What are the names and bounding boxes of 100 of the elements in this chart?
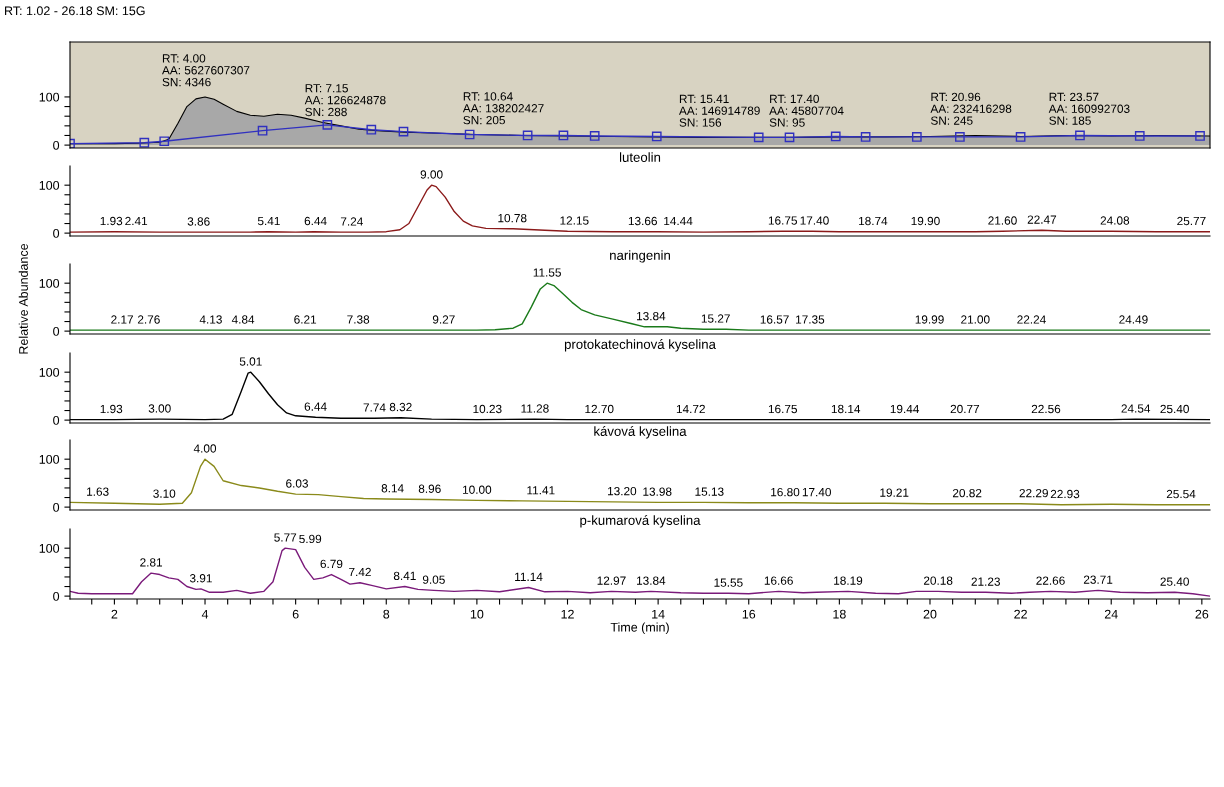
annotation: 16.66 bbox=[764, 576, 793, 585]
annotation: 10.78 bbox=[498, 213, 527, 223]
chart-title: p-kumarová kyselina bbox=[580, 515, 701, 528]
annotation: 13.84 bbox=[637, 311, 666, 321]
annotation: 10.00 bbox=[463, 485, 492, 494]
chart-title: RT: 1.02 - 26.18 SM: 15G bbox=[5, 6, 145, 16]
annotation: 17.40 bbox=[800, 216, 829, 225]
point bbox=[860, 132, 871, 142]
annotation: 1.93 bbox=[100, 404, 123, 414]
point bbox=[589, 131, 600, 141]
y-tick-label: 100 bbox=[39, 454, 60, 464]
annotation: 3.10 bbox=[153, 489, 176, 498]
annotation: 14.44 bbox=[664, 216, 693, 226]
annotation: 22.29 bbox=[1019, 488, 1048, 498]
annotation: 9.00 bbox=[420, 170, 443, 179]
annotation: 16.75 bbox=[768, 216, 797, 225]
y-tick-label: 0 bbox=[53, 140, 60, 150]
annotation: 11.28 bbox=[521, 404, 549, 413]
annotation: 5.01 bbox=[239, 357, 262, 366]
point bbox=[1075, 130, 1085, 141]
x-tick-label: 6 bbox=[292, 609, 299, 619]
annotation: 23.71 bbox=[1083, 575, 1113, 584]
annotation: 12.97 bbox=[597, 576, 626, 585]
annotation: 9.05 bbox=[422, 575, 445, 584]
chart-title: kávová kyselina bbox=[594, 426, 687, 439]
annotation: 20.77 bbox=[950, 404, 980, 414]
y-tick-label: 0 bbox=[53, 502, 60, 512]
y-tick-label: 0 bbox=[53, 228, 60, 238]
annotation: 16.80 bbox=[771, 487, 800, 497]
annotation: 24.49 bbox=[1119, 315, 1148, 324]
point bbox=[1015, 132, 1026, 142]
annotation: 24.54 bbox=[1121, 404, 1151, 413]
x-tick-label: 26 bbox=[1195, 609, 1209, 619]
y-tick-label: 100 bbox=[39, 367, 60, 377]
annotation: 6.44 bbox=[304, 216, 327, 226]
annotation: 11.55 bbox=[533, 268, 561, 277]
point bbox=[1195, 131, 1205, 141]
annotation: 13.20 bbox=[608, 486, 637, 496]
annotation: RT: 15.41 AA: 146914789 SN: 156 bbox=[678, 94, 760, 127]
annotation: 18.14 bbox=[831, 404, 861, 414]
x-tick-label: 8 bbox=[383, 609, 390, 619]
annotation: 4.84 bbox=[231, 315, 255, 324]
point bbox=[464, 129, 475, 140]
annotation: 16.57 bbox=[760, 315, 789, 324]
annotation: 13.84 bbox=[637, 576, 666, 585]
annotation: 22.24 bbox=[1017, 315, 1046, 324]
annotation: 8.41 bbox=[393, 571, 416, 581]
annotation: 7.42 bbox=[349, 567, 371, 577]
annotation: 18.19 bbox=[834, 576, 863, 585]
annotation: 13.98 bbox=[643, 487, 672, 496]
chart-title: protokatechinová kyselina bbox=[564, 339, 716, 352]
point bbox=[322, 120, 333, 130]
y-tick-label: 0 bbox=[53, 415, 60, 425]
annotation: 5.77 bbox=[274, 533, 297, 542]
annotation: RT: 7.15 AA: 126624878 SN: 288 bbox=[304, 84, 386, 117]
annotation: 2.41 bbox=[125, 216, 148, 226]
annotation: 22.56 bbox=[1031, 404, 1061, 414]
annotation: 2.81 bbox=[140, 558, 163, 567]
x-tick-label: 10 bbox=[470, 609, 484, 619]
x-axis-title: Time (min) bbox=[610, 622, 669, 635]
annotation: 15.55 bbox=[714, 578, 743, 587]
x-tick-label: 24 bbox=[1104, 609, 1118, 619]
annotation: 24.08 bbox=[1100, 216, 1130, 225]
annotation: 21.60 bbox=[988, 216, 1017, 225]
annotation: 9.27 bbox=[432, 315, 455, 324]
annotation: 22.93 bbox=[1050, 489, 1080, 499]
x-tick-label: 12 bbox=[561, 609, 574, 619]
point bbox=[830, 131, 841, 142]
annotation: 20.18 bbox=[923, 576, 953, 585]
point bbox=[1134, 131, 1145, 141]
y-tick-label: 100 bbox=[39, 92, 60, 102]
annotation: 19.21 bbox=[880, 488, 909, 497]
annotation: 19.99 bbox=[915, 315, 944, 324]
y-tick-label: 100 bbox=[39, 278, 60, 288]
annotation: 8.14 bbox=[381, 484, 404, 493]
annotation: 8.32 bbox=[389, 402, 412, 412]
annotation: 6.03 bbox=[286, 479, 308, 488]
annotation: 21.23 bbox=[971, 577, 1000, 586]
point bbox=[366, 124, 377, 135]
annotation: 3.00 bbox=[148, 404, 171, 413]
annotation: 15.13 bbox=[695, 487, 724, 496]
annotation: 3.86 bbox=[187, 217, 210, 226]
annotation: RT: 10.64 AA: 138202427 SN: 205 bbox=[462, 92, 544, 125]
line-series bbox=[70, 458, 1210, 506]
annotation: 16.75 bbox=[768, 404, 797, 414]
annotation: 1.93 bbox=[100, 216, 123, 226]
point bbox=[159, 136, 170, 147]
annotation: 6.79 bbox=[320, 559, 343, 569]
annotation: 18.74 bbox=[859, 216, 888, 226]
x-tick-label: 14 bbox=[652, 609, 665, 619]
annotation: 5.99 bbox=[299, 534, 322, 544]
chart-title: naringenin bbox=[610, 250, 670, 263]
x-tick-label: 22 bbox=[1014, 609, 1027, 619]
annotation: 22.66 bbox=[1036, 576, 1065, 585]
annotation: RT: 23.57 AA: 160992703 SN: 185 bbox=[1048, 92, 1130, 125]
line-series bbox=[70, 282, 1210, 331]
point bbox=[257, 125, 268, 136]
annotation: 3.91 bbox=[189, 574, 212, 583]
annotation: 17.40 bbox=[802, 487, 831, 497]
annotation: 13.66 bbox=[628, 216, 657, 226]
